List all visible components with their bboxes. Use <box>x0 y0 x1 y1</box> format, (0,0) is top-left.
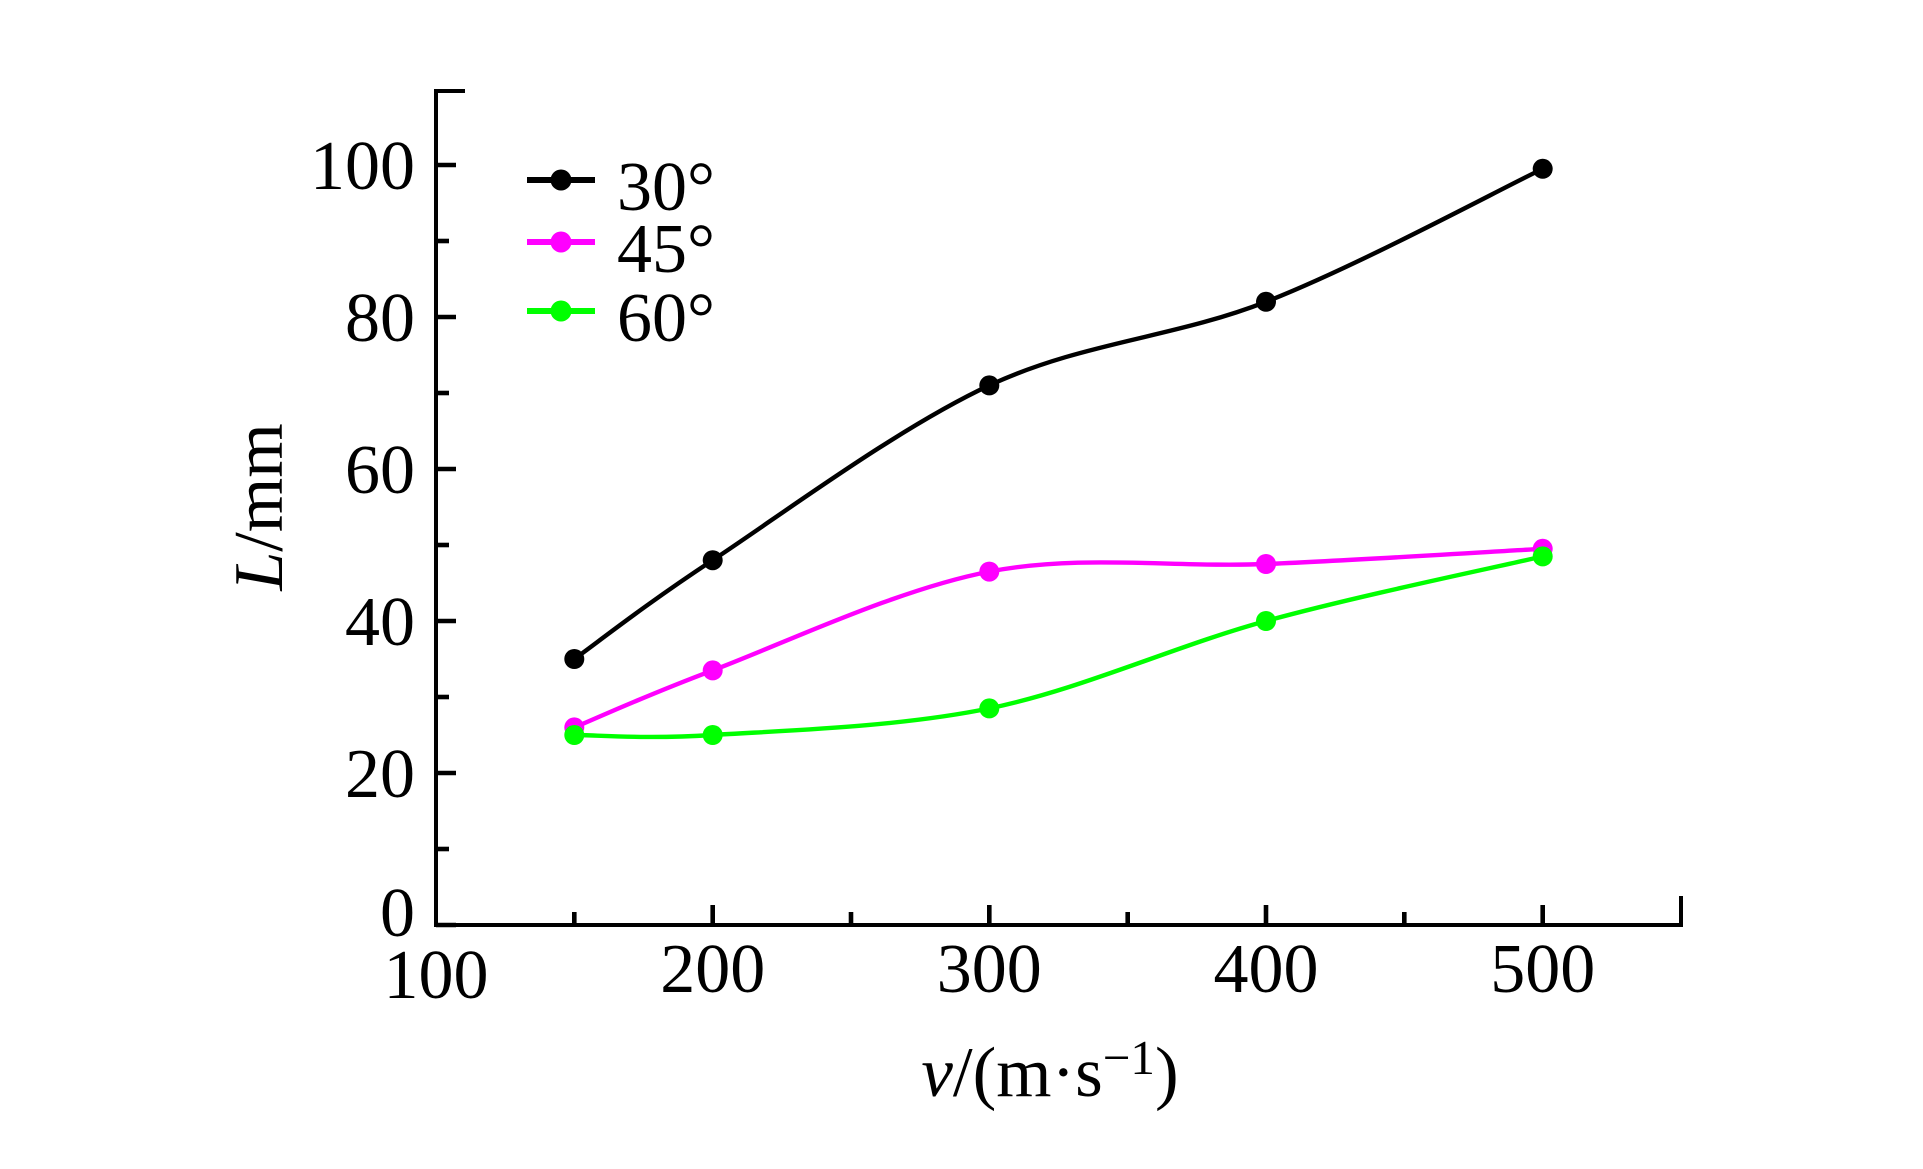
svg-text:200: 200 <box>660 931 765 1008</box>
svg-text:v/(m·s−1): v/(m·s−1) <box>921 1030 1178 1112</box>
svg-text:100: 100 <box>384 937 489 1014</box>
svg-text:80: 80 <box>345 280 415 357</box>
svg-text:400: 400 <box>1214 931 1319 1008</box>
svg-text:40: 40 <box>345 584 415 661</box>
svg-text:60: 60 <box>345 432 415 509</box>
svg-text:300: 300 <box>937 931 1042 1008</box>
svg-text:45°: 45° <box>617 211 715 288</box>
svg-text:60°: 60° <box>617 280 715 357</box>
svg-text:500: 500 <box>1490 931 1595 1008</box>
svg-text:100: 100 <box>310 128 415 205</box>
svg-text:L/mm: L/mm <box>221 423 298 591</box>
svg-text:20: 20 <box>345 736 415 813</box>
